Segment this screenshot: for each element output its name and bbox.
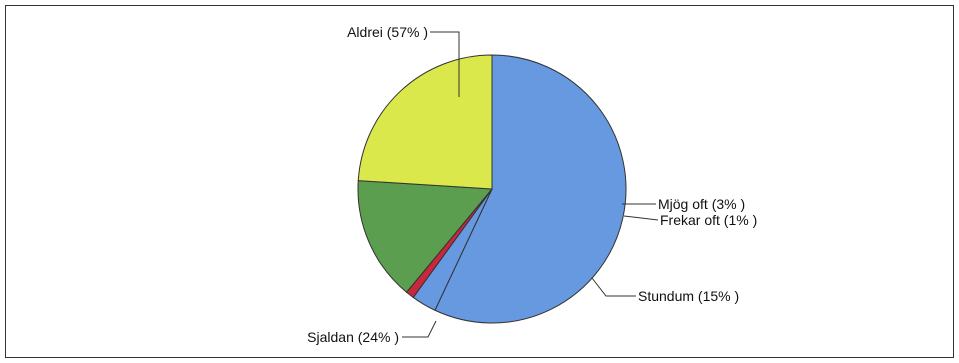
slice-label-2: Mjög oft (3% ) [658,196,745,212]
slice-label-4: Stundum (15% ) [638,288,739,304]
pie-slice-4 [357,180,494,293]
chart-frame: Aldrei (57% ) Mjög oft (3% ) Frekar oft (1… [5,5,954,358]
pie-slices [357,54,627,324]
leader-line-5 [402,320,437,338]
leader-line-1 [430,31,460,97]
pie-chart: Aldrei (57% ) Mjög oft (3% )Frekar oft (1… [307,24,757,345]
pie-labels: Aldrei (57% ) Mjög oft (3% )Frekar oft (1… [307,24,757,345]
slice-label-3: Frekar oft (1% ) [660,212,757,228]
slice-label-1: Aldrei (57% ) [347,24,428,40]
pie-leader-lines [402,31,659,338]
leader-line-4 [591,277,636,297]
pie-slice-1 [434,54,627,324]
slice-label-5: Sjaldan (24% ) [307,329,399,345]
leader-line-3 [623,215,659,221]
pie-slice-5 [357,54,493,190]
